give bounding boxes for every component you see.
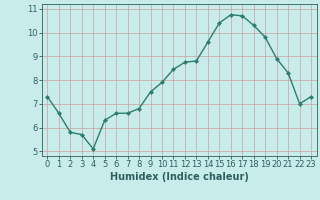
X-axis label: Humidex (Indice chaleur): Humidex (Indice chaleur) xyxy=(110,172,249,182)
